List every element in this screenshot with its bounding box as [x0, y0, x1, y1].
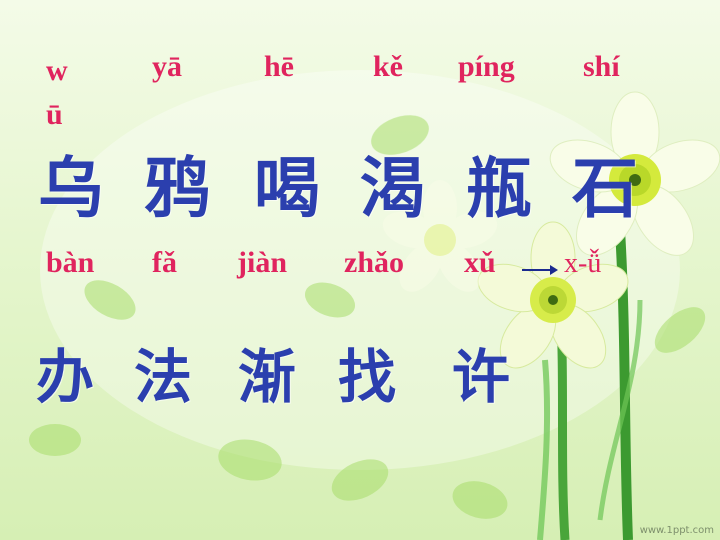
hanzi-ke: 渴: [360, 150, 426, 227]
hanzi-wu: 乌: [38, 150, 104, 227]
hanzi-xu: 许: [452, 343, 511, 411]
pinyin-xu: xǔ: [464, 246, 496, 279]
pinyin-wu-1: w: [46, 54, 68, 87]
arrow-icon: [522, 265, 558, 275]
hanzi-zhao: 找: [338, 343, 397, 411]
pinyin-wu-2: ū: [46, 98, 63, 131]
pinyin-jian: jiàn: [237, 246, 288, 279]
pinyin-ban: bàn: [46, 246, 95, 279]
hanzi-he: 喝: [254, 150, 320, 227]
pinyin-ya: yā: [152, 50, 182, 83]
pinyin-shi: shí: [583, 50, 620, 83]
pinyin-ke: kě: [373, 50, 403, 83]
hanzi-ping: 瓶: [466, 150, 532, 227]
hanzi-jian: 渐: [238, 343, 297, 411]
watermark: www.1ppt.com: [639, 525, 714, 536]
pinyin-zhao: zhǎo: [344, 246, 404, 279]
hanzi-ya: 鸦: [144, 150, 210, 227]
pinyin-fa: fǎ: [152, 246, 177, 279]
hanzi-ban: 办: [36, 343, 95, 411]
pinyin-ping: píng: [458, 50, 515, 83]
hanzi-shi: 石: [572, 150, 638, 227]
pinyin-xu-spelled: x-ǚ: [564, 248, 602, 279]
pinyin-he: hē: [264, 50, 294, 83]
hanzi-fa: 法: [134, 343, 193, 411]
